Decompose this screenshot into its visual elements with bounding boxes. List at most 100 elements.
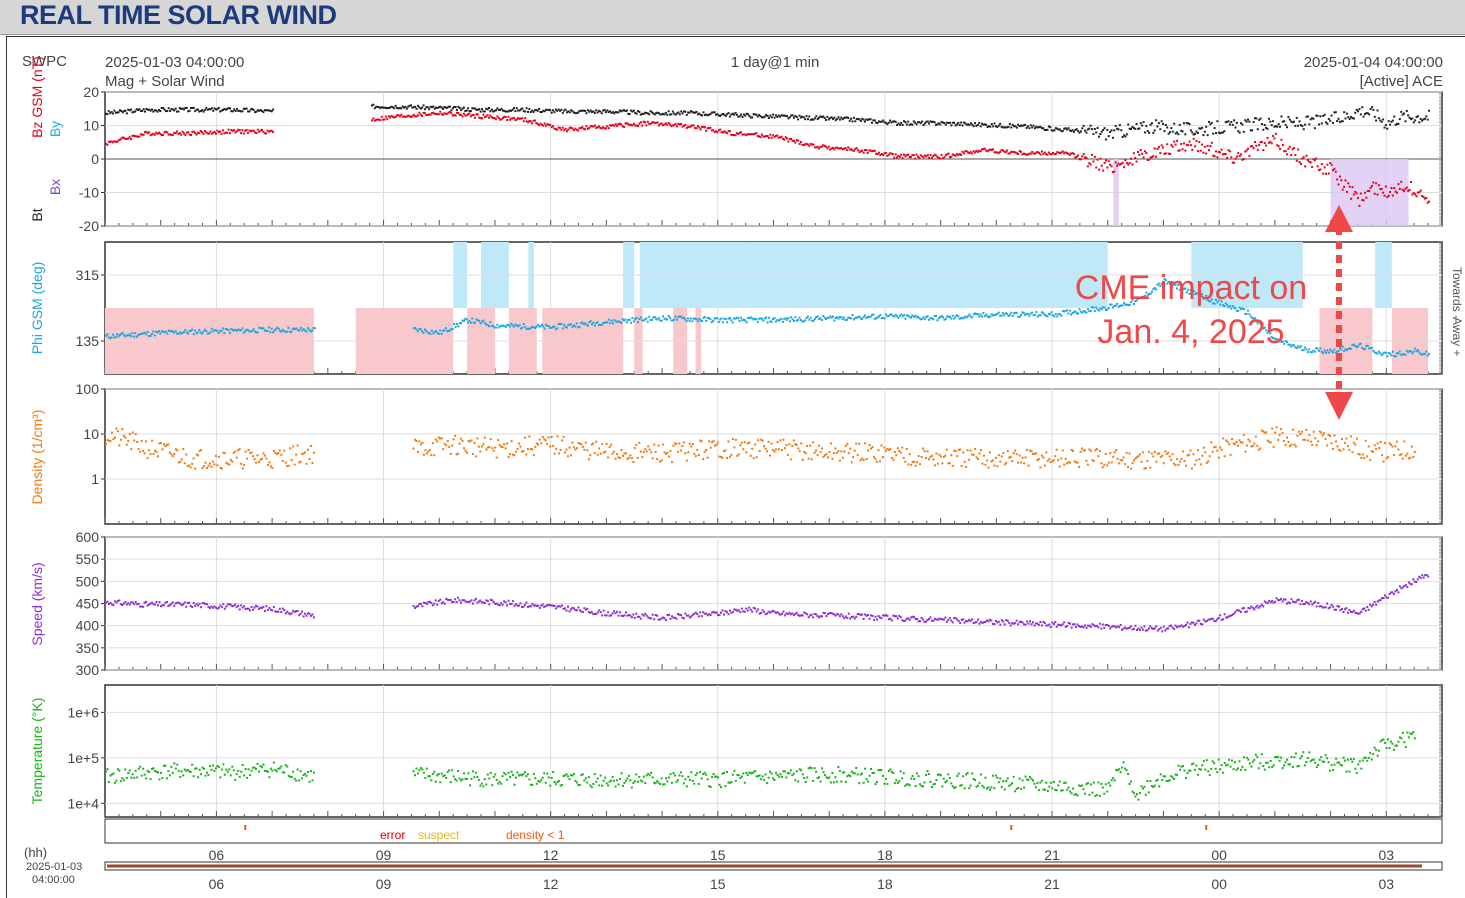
bt-point (116, 111, 119, 114)
density-point (464, 449, 467, 452)
bz-point (1308, 160, 1311, 163)
phi-point (564, 325, 567, 328)
bz-point (859, 150, 862, 153)
density-point (728, 455, 731, 458)
phi-point (1042, 312, 1045, 315)
bz-point (1277, 145, 1280, 148)
phi-point (472, 321, 475, 324)
density-point (1057, 459, 1060, 462)
phi-point (1117, 305, 1120, 308)
speed-point (113, 600, 116, 603)
speed-point (584, 608, 587, 611)
speed-point (119, 603, 122, 606)
density-point (610, 443, 613, 446)
density-point (718, 455, 721, 458)
density-point (583, 448, 586, 451)
bt-point (1338, 120, 1341, 123)
bz-point (958, 152, 961, 155)
phi-point (163, 331, 166, 334)
bt-point (269, 109, 272, 112)
phi-point (1390, 354, 1393, 357)
bt-point (916, 121, 919, 124)
density-point (452, 438, 455, 441)
density-point (1164, 450, 1167, 453)
speed-point (780, 612, 783, 615)
speed-point (424, 601, 427, 604)
bt-point (858, 118, 861, 121)
density-point (1128, 452, 1131, 455)
bt-point (929, 120, 932, 123)
density-point (1124, 463, 1127, 466)
bz-point (756, 135, 759, 138)
bt-point (918, 121, 921, 124)
bz-point (1100, 164, 1103, 167)
density-point (1064, 457, 1067, 460)
bt-point (1242, 130, 1245, 133)
bt-point (208, 108, 211, 111)
speed-point (596, 611, 599, 614)
phi-point (705, 319, 708, 322)
bz-point (691, 124, 694, 127)
speed-point (460, 601, 463, 604)
speed-point (118, 599, 121, 602)
bz-point (904, 155, 907, 158)
speed-point (564, 607, 567, 610)
y-tick-label: 135 (76, 333, 100, 349)
phi-point (766, 321, 769, 324)
speed-point (148, 603, 151, 606)
phi-point (252, 328, 255, 331)
density-point (1300, 430, 1303, 433)
density-point (1046, 460, 1049, 463)
density-point (430, 454, 433, 457)
header-end: 2025-01-04 04:00:00 (1304, 54, 1443, 71)
phi-point (748, 317, 751, 320)
speed-point (709, 614, 712, 617)
phi-point (574, 325, 577, 328)
bz-point (131, 134, 134, 137)
speed-point (773, 610, 776, 613)
phi-point (1220, 300, 1223, 303)
bz-point (1359, 192, 1362, 195)
phi-point (657, 317, 660, 320)
phi-point (1412, 350, 1415, 353)
bz-point (383, 118, 386, 121)
bz-point (696, 125, 699, 128)
bt-point (1408, 116, 1411, 119)
speed-point (587, 610, 590, 613)
phi-point (734, 317, 737, 320)
bt-point (1308, 123, 1311, 126)
bt-point (903, 120, 906, 123)
bz-point (212, 131, 215, 134)
density-point (203, 465, 206, 468)
bt-point (546, 108, 549, 111)
bz-point (1201, 143, 1204, 146)
bz-point (510, 117, 513, 120)
bz-point (621, 125, 624, 128)
phi-point (1146, 294, 1149, 297)
bz-point (1312, 158, 1315, 161)
bz-point (1221, 153, 1224, 156)
phi-point (851, 313, 854, 316)
phi-point (425, 330, 428, 333)
bz-point (852, 149, 855, 152)
speed-point (307, 612, 310, 615)
bt-point (1287, 116, 1290, 119)
phi-point (567, 323, 570, 326)
speed-point (110, 603, 113, 606)
density-point (1033, 452, 1036, 455)
density-point (428, 448, 431, 451)
phi-point (670, 319, 673, 322)
bt-point (1155, 119, 1158, 122)
bt-point (957, 121, 960, 124)
density-point (1283, 440, 1286, 443)
bz-point (926, 154, 929, 157)
bt-point (717, 114, 720, 117)
density-point (1034, 452, 1037, 455)
phi-point (135, 335, 138, 338)
bz-point (655, 121, 658, 124)
bz-point (1203, 145, 1206, 148)
bt-point (703, 114, 706, 117)
speed-point (269, 608, 272, 611)
density-point (985, 459, 988, 462)
density-point (1361, 453, 1364, 456)
